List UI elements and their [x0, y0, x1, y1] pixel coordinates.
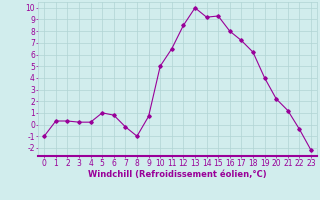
- X-axis label: Windchill (Refroidissement éolien,°C): Windchill (Refroidissement éolien,°C): [88, 170, 267, 179]
